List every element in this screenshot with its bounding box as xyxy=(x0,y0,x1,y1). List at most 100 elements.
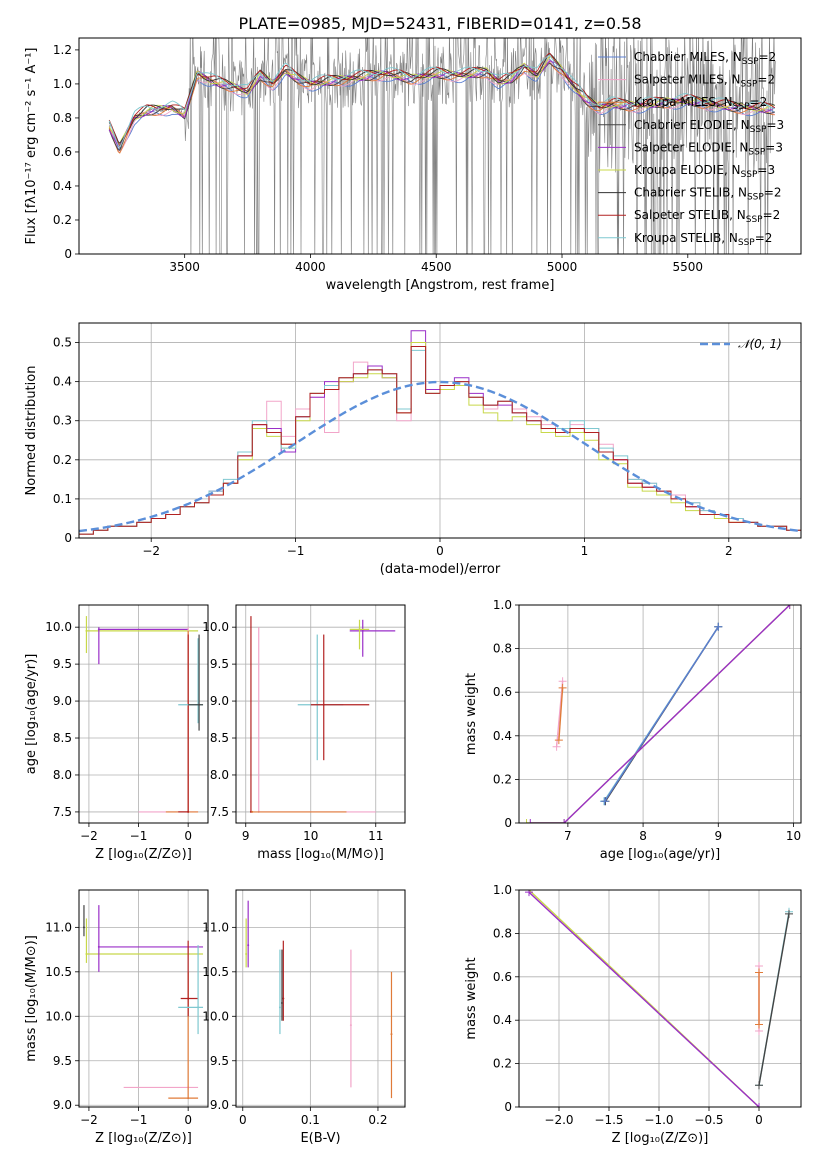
data-point xyxy=(187,997,190,1000)
y-tick-label: 0.1 xyxy=(53,492,72,506)
y-tick-label: 1.0 xyxy=(493,598,512,612)
x-tick-label: 0 xyxy=(184,1113,192,1127)
data-point xyxy=(187,810,190,813)
x-tick-label: 10 xyxy=(303,829,318,843)
axes-frame xyxy=(518,604,802,824)
data-point xyxy=(349,1024,352,1027)
legend-label: Kroupa ELODIE, NSSP=3 xyxy=(634,163,775,180)
y-tick-label: 0.5 xyxy=(53,336,72,350)
x-tick-label: −2 xyxy=(142,544,160,558)
y-tick-label: 9.5 xyxy=(53,1054,72,1068)
data-point xyxy=(361,629,364,632)
y-tick-label: 9.0 xyxy=(53,1098,72,1112)
y-tick-label: 8.0 xyxy=(53,768,72,782)
plot-area xyxy=(522,605,794,823)
y-tick-label: 10.0 xyxy=(45,1009,72,1023)
y-tick-label: 0.6 xyxy=(493,685,512,699)
panel-mass-vs-EBV: 0 0.1 0.2 9.0 9.5 10.0 10.5 11.0 E(B-V) xyxy=(202,889,406,1146)
plus-marker xyxy=(525,890,533,897)
plot-area xyxy=(245,900,393,1099)
legend-label: Chabrier ELODIE, NSSP=3 xyxy=(634,118,784,135)
y-tick-label: 9.0 xyxy=(53,694,72,708)
data-point xyxy=(245,953,248,956)
plus-marker xyxy=(755,1081,763,1090)
y-tick-label: 0.4 xyxy=(493,729,512,743)
x-tick-label: −2.0 xyxy=(544,1113,573,1127)
y-tick-label: 9.0 xyxy=(210,1098,229,1112)
y-axis-label: mass weight xyxy=(464,957,479,1039)
data-point xyxy=(187,1097,190,1100)
panel-mass-vs-Z: −2 −1 0 9.0 9.5 10.0 10.5 11.0 Z [log₁₀(Z/Z⊙)] ma… xyxy=(24,889,209,1146)
y-tick-label: 0.8 xyxy=(493,926,512,940)
panel-spectrum: 3500 4000 4500 5000 5500 0 0.2 0.4 0.6 0.8 1.0 1.2 w… xyxy=(24,37,802,293)
y-tick-label: 0.2 xyxy=(493,1057,512,1071)
y-tick-label: 1.0 xyxy=(493,883,512,897)
y-tick-label: 0 xyxy=(64,247,72,261)
data-point xyxy=(82,926,85,929)
y-tick-label: 1.0 xyxy=(53,77,72,91)
legend-label: Chabrier MILES, NSSP=2 xyxy=(634,50,776,67)
axes-frame xyxy=(78,322,802,539)
plus-marker xyxy=(714,622,723,631)
legend-label: 𝒩(0, 1) xyxy=(738,337,782,351)
y-tick-label: 10.5 xyxy=(202,965,229,979)
legend-label: Chabrier STELIB, NSSP=2 xyxy=(634,186,782,203)
y-tick-label: 0 xyxy=(64,531,72,545)
x-tick-label: 5500 xyxy=(673,260,704,274)
y-tick-label: 0.3 xyxy=(53,414,72,428)
plot-area xyxy=(108,38,777,254)
x-tick-label: 0.2 xyxy=(368,1113,387,1127)
y-tick-label: 10.5 xyxy=(45,965,72,979)
x-axis-label: wavelength [Angstrom, rest frame] xyxy=(326,278,555,293)
y-tick-label: 0.4 xyxy=(493,1013,512,1027)
y-tick-label: 7.5 xyxy=(210,805,229,819)
y-tick-label: 0 xyxy=(504,1100,512,1114)
y-tick-label: 0.4 xyxy=(53,375,72,389)
weight-line xyxy=(558,687,564,741)
y-axis-label: Normed distribution xyxy=(24,366,39,496)
axes-frame xyxy=(78,37,802,255)
y-tick-label: 9.5 xyxy=(53,657,72,671)
x-tick-label: 8 xyxy=(639,829,647,843)
panel-residuals: −2 −1 0 1 2 0 0.1 0.2 0.3 0.4 0.5 (data-model)/erro… xyxy=(24,322,802,577)
plus-marker xyxy=(755,1020,763,1029)
x-tick-label: 9 xyxy=(242,829,250,843)
model-series-line xyxy=(108,53,776,147)
x-tick-label: −1.5 xyxy=(594,1113,623,1127)
y-tick-label: 8.5 xyxy=(53,731,72,745)
weight-line xyxy=(530,605,791,823)
axes-frame xyxy=(78,604,209,824)
x-axis-label: (data-model)/error xyxy=(380,562,501,577)
data-point xyxy=(280,1001,283,1004)
weight-line xyxy=(758,913,790,1086)
data-point xyxy=(358,628,361,631)
x-axis-label: E(B-V) xyxy=(300,1131,340,1146)
histogram-series xyxy=(79,346,801,535)
x-tick-label: 5000 xyxy=(547,260,578,274)
data-point xyxy=(322,703,325,706)
y-tick-label: 9.5 xyxy=(210,657,229,671)
plus-marker xyxy=(554,736,563,745)
x-tick-label: 4000 xyxy=(295,260,326,274)
plot-area xyxy=(82,905,204,1100)
y-tick-label: 10.0 xyxy=(45,620,72,634)
data-point xyxy=(278,1006,281,1009)
model-series-line xyxy=(108,62,775,151)
x-tick-label: 4500 xyxy=(421,260,452,274)
model-series-line xyxy=(108,59,776,154)
plus-marker xyxy=(600,797,609,806)
panel-age-vs-Z: −2 −1 0 7.5 8.0 8.5 9.0 9.5 10.0 Z [log₁₀(Z/Z⊙)] a… xyxy=(24,604,209,862)
weight-line xyxy=(528,891,760,1107)
x-axis-label: age [log₁₀(age/yr)] xyxy=(600,847,721,862)
data-point xyxy=(282,997,285,1000)
data-point xyxy=(85,953,88,956)
x-tick-label: 2 xyxy=(725,544,733,558)
plus-marker xyxy=(560,819,569,823)
x-tick-label: −1 xyxy=(130,829,148,843)
y-tick-label: 0.4 xyxy=(53,179,72,193)
plus-marker xyxy=(526,819,535,823)
y-tick-label: 0.8 xyxy=(493,642,512,656)
x-tick-label: 9 xyxy=(714,829,722,843)
legend-label: Kroupa STELIB, NSSP=2 xyxy=(634,231,772,248)
